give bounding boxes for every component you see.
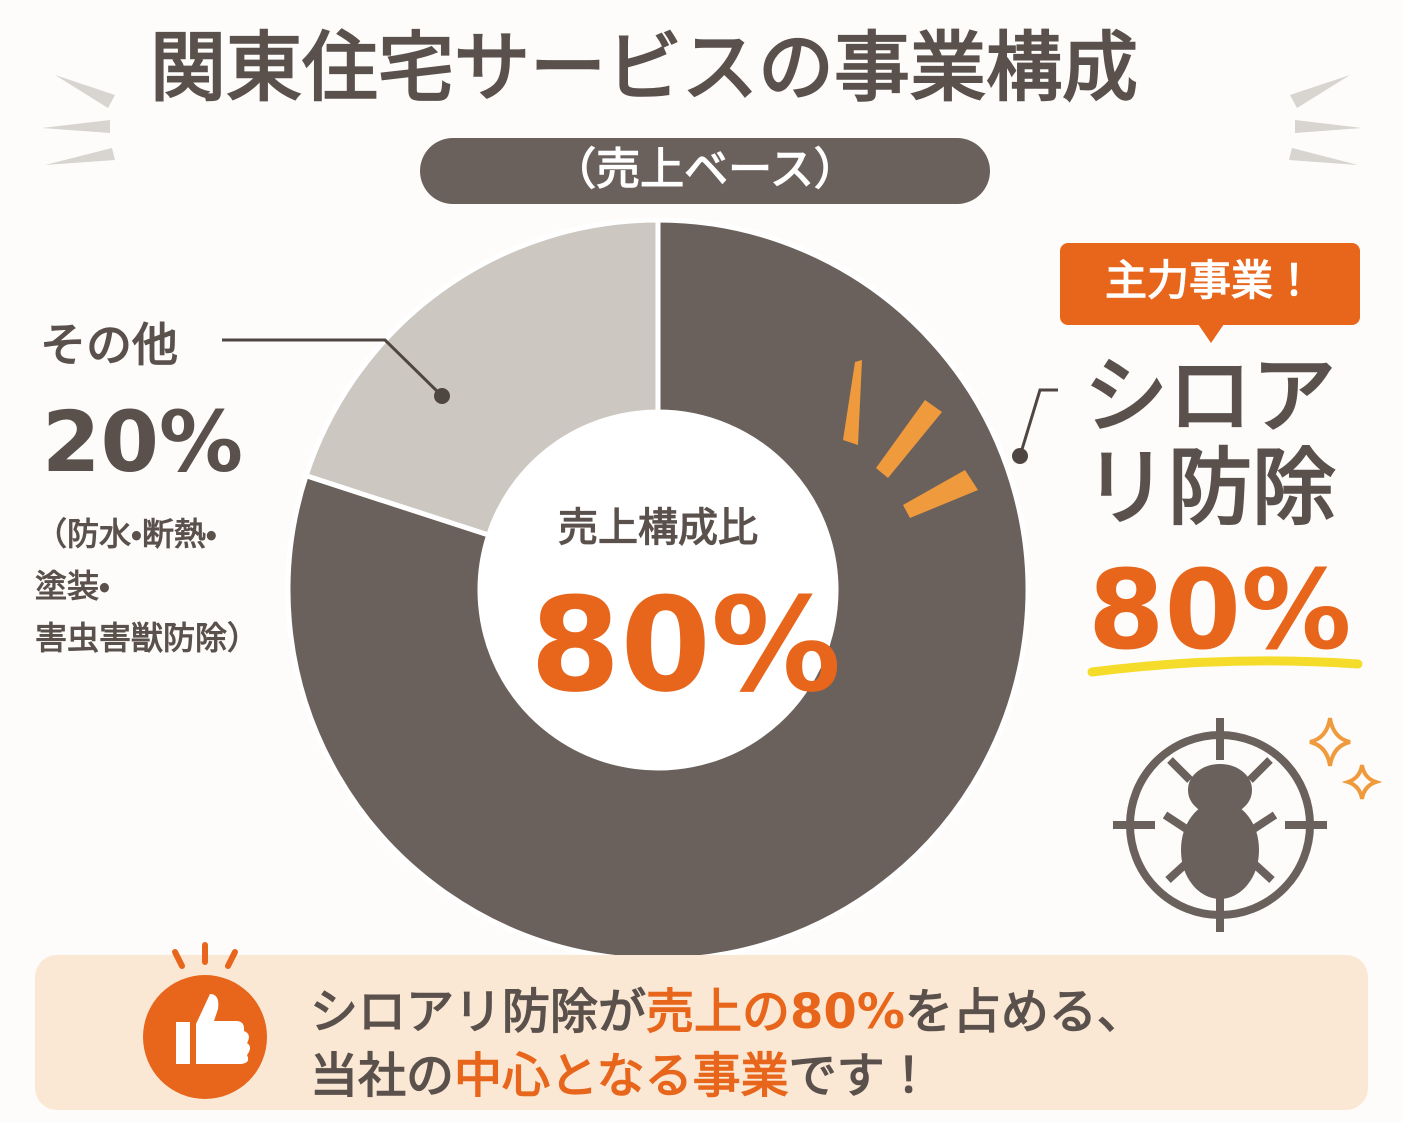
other-label: その他 <box>40 318 178 372</box>
message: シロアリ防除が売上の80%を占める、 当社の中心となる事業です！ <box>310 980 1145 1108</box>
note-line: （防水・断熱・ <box>35 515 217 553</box>
badge-pointer <box>1198 324 1224 343</box>
badge: 主力事業！ <box>1104 256 1315 305</box>
leader-main <box>1018 388 1058 457</box>
message-line: シロアリ防除が売上の80%を占める、 <box>310 980 1145 1044</box>
thumb-icon <box>176 994 250 1064</box>
message-text: 当社の <box>310 1048 455 1104</box>
burst <box>843 360 978 518</box>
underline <box>1087 656 1363 677</box>
termite-icon <box>1113 718 1327 932</box>
leader-other <box>222 338 444 398</box>
icon-rays <box>172 942 238 969</box>
other-value: 20% <box>42 393 244 491</box>
title-rays <box>42 75 1362 165</box>
leader-dot <box>1012 448 1028 464</box>
message-line: 当社の中心となる事業です！ <box>310 1044 1145 1108</box>
subtitle-pill <box>420 138 990 204</box>
center-value: 80% <box>530 569 842 721</box>
slice <box>285 217 1031 963</box>
note-line: 塗装・ <box>35 567 110 605</box>
donut <box>285 217 1031 963</box>
main-label: シロアリ防除 <box>1083 347 1336 537</box>
leader-dot <box>434 388 450 404</box>
title: 関東住宅サービスの事業構成 <box>150 23 1138 112</box>
message-text: です！ <box>788 1048 933 1104</box>
badge-box <box>1060 243 1360 325</box>
main-value: 80% <box>1088 546 1352 674</box>
message-highlight: 売上の80% <box>646 984 905 1040</box>
message-text: シロアリ防除が <box>310 984 647 1040</box>
message-text: を占める、 <box>904 984 1145 1040</box>
other-note: （防水・断熱・ 塗装・害虫害獣防除） <box>35 508 259 664</box>
center-label: 売上構成比 <box>558 505 758 551</box>
donut-hole <box>480 412 836 768</box>
subtitle: （売上ベース） <box>552 144 858 195</box>
message-highlight: 中心となる事業 <box>454 1048 789 1104</box>
message-box <box>35 955 1368 1110</box>
note-line: 害虫害獣防除） <box>35 619 260 657</box>
sparkles <box>1309 717 1383 800</box>
